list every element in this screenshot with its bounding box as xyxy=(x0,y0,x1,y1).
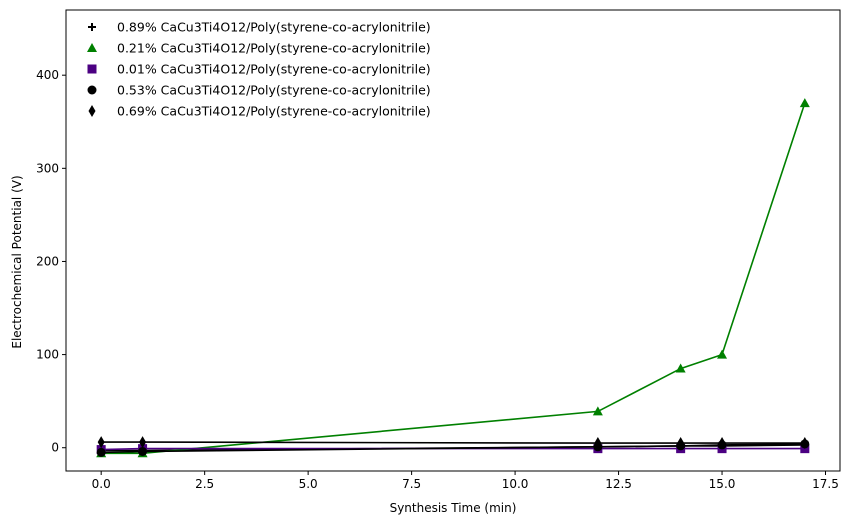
data-point-s5-1 xyxy=(97,436,105,449)
y-axis-label: Electrochemical Potential (V) xyxy=(10,175,24,348)
legend-label-2: 0.21% CaCu3Ti4O12/Poly(styrene-co-acrylo… xyxy=(117,41,431,56)
x-tick-label-6: 12.5 xyxy=(605,477,632,491)
data-point-s2-6 xyxy=(799,98,810,108)
y-tick-label-1: 0 xyxy=(51,441,59,455)
data-point-s2-4 xyxy=(675,363,686,373)
data-point-s2-3 xyxy=(592,406,603,416)
plot-area xyxy=(96,98,810,458)
data-point-s5-5 xyxy=(718,437,726,450)
x-axis-label: Synthesis Time (min) xyxy=(390,501,517,515)
x-tick-label-4: 7.5 xyxy=(402,477,421,491)
y-tick-label-4: 300 xyxy=(36,161,59,175)
data-point-s2-5 xyxy=(717,349,728,359)
y-tick-label-5: 400 xyxy=(36,68,59,82)
x-tick-label-3: 5.0 xyxy=(299,477,318,491)
plot-frame xyxy=(65,9,841,472)
legend-marker-4 xyxy=(87,85,97,95)
y-tick-label-3: 200 xyxy=(36,254,59,268)
series-line-3 xyxy=(101,447,805,451)
legend-marker-1 xyxy=(88,23,96,31)
series-line-4 xyxy=(101,443,805,454)
legend: 0.89% CaCu3Ti4O12/Poly(styrene-co-acrylo… xyxy=(87,20,431,119)
legend-marker-5 xyxy=(88,105,96,117)
x-tick-label-5: 10.0 xyxy=(502,477,529,491)
x-tick-label-1: 0.0 xyxy=(92,477,111,491)
series-line-2 xyxy=(101,102,806,455)
x-tick-label-7: 15.0 xyxy=(709,477,736,491)
x-tick-label-8: 17.5 xyxy=(812,477,839,491)
legend-label-3: 0.01% CaCu3Ti4O12/Poly(styrene-co-acrylo… xyxy=(117,62,431,77)
legend-label-5: 0.69% CaCu3Ti4O12/Poly(styrene-co-acrylo… xyxy=(117,104,431,119)
data-point-s5-3 xyxy=(594,437,602,450)
legend-marker-3 xyxy=(87,64,97,74)
y-tick-label-2: 100 xyxy=(36,348,59,362)
axes: 0.0 2.5 5.0 7.5 10.0 12.5 15.0 17.5 0 100 200 300 40… xyxy=(36,9,841,491)
data-point-s5-4 xyxy=(677,437,685,450)
legend-label-4: 0.53% CaCu3Ti4O12/Poly(styrene-co-acrylo… xyxy=(117,83,431,98)
legend-label-1: 0.89% CaCu3Ti4O12/Poly(styrene-co-acrylo… xyxy=(117,20,431,35)
legend-marker-2 xyxy=(87,43,97,52)
data-point-s5-2 xyxy=(139,436,147,449)
data-point-s4-1 xyxy=(96,447,106,457)
series-line-5 xyxy=(101,441,805,444)
data-point-s5-6 xyxy=(801,437,809,450)
x-tick-label-2: 2.5 xyxy=(195,477,214,491)
data-point-s4-2 xyxy=(138,446,148,456)
